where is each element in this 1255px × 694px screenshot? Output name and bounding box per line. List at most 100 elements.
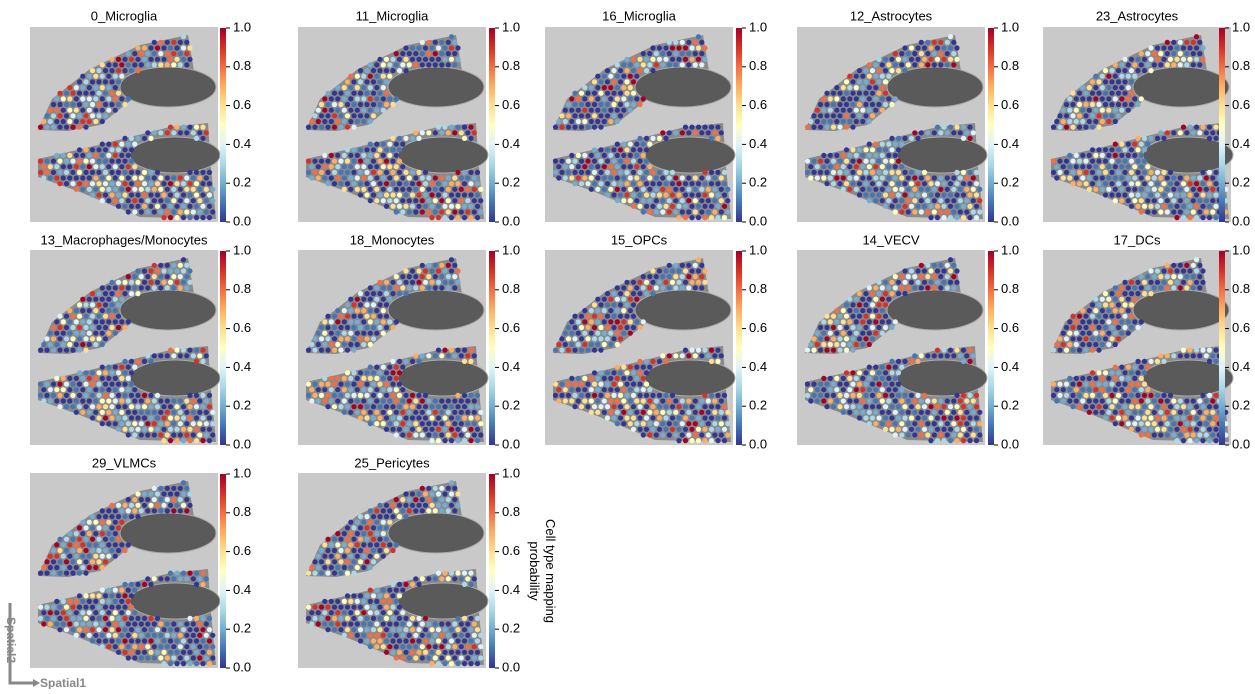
spot: [413, 508, 418, 513]
spot: [191, 655, 196, 660]
spot: [650, 204, 655, 209]
spot: [605, 382, 610, 387]
spot: [129, 582, 134, 587]
spot: [876, 280, 881, 285]
spot: [1200, 57, 1205, 62]
spot: [954, 170, 959, 175]
spot: [712, 353, 717, 358]
spot: [1165, 432, 1170, 437]
spot: [621, 187, 626, 192]
spot: [384, 616, 389, 621]
spot: [1132, 74, 1137, 79]
spot: [436, 415, 441, 420]
spot: [1051, 393, 1056, 398]
spot: [122, 514, 127, 519]
spot: [556, 342, 561, 347]
spot: [876, 68, 881, 73]
spot: [1126, 297, 1131, 302]
spot: [1090, 159, 1095, 164]
spot: [462, 192, 467, 197]
spot: [113, 187, 118, 192]
spot: [1103, 159, 1108, 164]
spot: [312, 336, 317, 341]
spot: [70, 113, 75, 118]
panel-title: 14_VECV: [862, 232, 919, 247]
spot: [116, 638, 121, 643]
spot: [420, 432, 425, 437]
spot: [351, 113, 356, 118]
spot: [1090, 102, 1095, 107]
spot: [119, 175, 124, 180]
spot: [129, 605, 134, 610]
spot: [306, 159, 311, 164]
spot: [103, 91, 108, 96]
spot: [129, 136, 134, 141]
spot: [207, 215, 212, 220]
spot: [178, 274, 183, 279]
spot: [647, 432, 652, 437]
spot: [168, 427, 173, 432]
spot: [850, 370, 855, 375]
spot: [178, 40, 183, 45]
spot: [1119, 297, 1124, 302]
spot: [135, 514, 140, 519]
spot: [135, 427, 140, 432]
spot: [174, 661, 179, 666]
spot: [129, 616, 134, 621]
spot: [381, 297, 386, 302]
spot: [1158, 187, 1163, 192]
spot: [699, 353, 704, 358]
spot: [1197, 209, 1202, 214]
spot: [345, 404, 350, 409]
spot: [158, 353, 163, 358]
spot: [67, 565, 72, 570]
spot: [103, 314, 108, 319]
spot: [935, 268, 940, 273]
spot: [207, 650, 212, 655]
spot: [1148, 427, 1153, 432]
spot: [605, 102, 610, 107]
spot: [572, 393, 577, 398]
spot: [187, 268, 192, 273]
spot: [824, 159, 829, 164]
spot: [585, 159, 590, 164]
spot: [1070, 382, 1075, 387]
spot: [928, 268, 933, 273]
spot: [579, 348, 584, 353]
spot: [187, 650, 192, 655]
spot: [634, 410, 639, 415]
spot: [165, 655, 170, 660]
spot: [139, 62, 144, 67]
spot: [109, 57, 114, 62]
spot: [165, 633, 170, 638]
spot: [676, 268, 681, 273]
spot: [693, 285, 698, 290]
spot: [345, 79, 350, 84]
spot: [361, 187, 366, 192]
spot: [863, 192, 868, 197]
spot: [54, 119, 59, 124]
spot: [1129, 91, 1134, 96]
spot: [1165, 187, 1170, 192]
spot: [384, 57, 389, 62]
spot: [158, 209, 163, 214]
spot: [171, 263, 176, 268]
spot: [174, 571, 179, 576]
spot: [1165, 410, 1170, 415]
spot: [355, 342, 360, 347]
spot: [142, 57, 147, 62]
spot: [1096, 147, 1101, 152]
spot: [161, 280, 166, 285]
spot: [954, 192, 959, 197]
spot: [1106, 85, 1111, 90]
spot: [113, 74, 118, 79]
spot: [410, 170, 415, 175]
spot: [44, 393, 49, 398]
spot: [559, 125, 564, 130]
spot: [468, 136, 473, 141]
spot: [1119, 398, 1124, 403]
spot: [368, 610, 373, 615]
spot: [1204, 421, 1209, 426]
spot: [850, 314, 855, 319]
spot: [880, 285, 885, 290]
